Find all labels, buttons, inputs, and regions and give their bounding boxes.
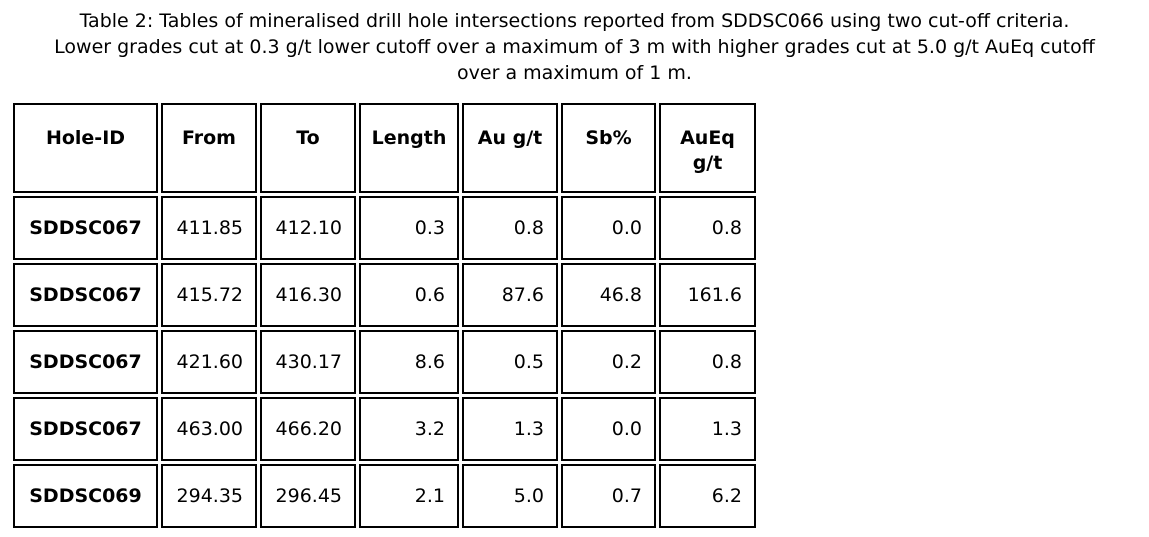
cell-from: 421.60 [161, 330, 257, 394]
caption-line-3: over a maximum of 1 m. [457, 62, 692, 84]
cell-aueq: 0.8 [659, 330, 756, 394]
cell-aueq: 0.8 [659, 196, 756, 260]
cell-to: 412.10 [260, 196, 356, 260]
cell-from: 463.00 [161, 397, 257, 461]
caption-line-1: Table 2: Tables of mineralised drill hol… [79, 10, 1070, 32]
cell-sb: 46.8 [561, 263, 656, 327]
cell-sb: 0.0 [561, 397, 656, 461]
cell-length: 0.6 [359, 263, 459, 327]
cell-to: 466.20 [260, 397, 356, 461]
cell-hole-id: SDDSC067 [13, 196, 158, 260]
cell-sb: 0.2 [561, 330, 656, 394]
col-header-from: From [161, 103, 257, 193]
table-row: SDDSC067 411.85 412.10 0.3 0.8 0.0 0.8 [13, 196, 756, 260]
col-header-hole-id: Hole-ID [13, 103, 158, 193]
table-row: SDDSC067 463.00 466.20 3.2 1.3 0.0 1.3 [13, 397, 756, 461]
cell-to: 296.45 [260, 464, 356, 528]
cell-hole-id: SDDSC067 [13, 330, 158, 394]
cell-aueq: 161.6 [659, 263, 756, 327]
table-row: SDDSC067 421.60 430.17 8.6 0.5 0.2 0.8 [13, 330, 756, 394]
cell-au: 0.5 [462, 330, 558, 394]
cell-to: 430.17 [260, 330, 356, 394]
cell-aueq: 6.2 [659, 464, 756, 528]
cell-sb: 0.7 [561, 464, 656, 528]
table-row: SDDSC067 415.72 416.30 0.6 87.6 46.8 161… [13, 263, 756, 327]
cell-au: 5.0 [462, 464, 558, 528]
cell-to: 416.30 [260, 263, 356, 327]
cell-length: 3.2 [359, 397, 459, 461]
cell-hole-id: SDDSC067 [13, 397, 158, 461]
cell-from: 415.72 [161, 263, 257, 327]
col-header-length: Length [359, 103, 459, 193]
caption-line-2: Lower grades cut at 0.3 g/t lower cutoff… [54, 36, 1095, 58]
header-row: Hole-ID From To Length Au g/t Sb% AuEq g… [13, 103, 756, 193]
col-header-au: Au g/t [462, 103, 558, 193]
cell-from: 411.85 [161, 196, 257, 260]
col-header-sb: Sb% [561, 103, 656, 193]
cell-length: 0.3 [359, 196, 459, 260]
cell-from: 294.35 [161, 464, 257, 528]
cell-hole-id: SDDSC067 [13, 263, 158, 327]
table-caption: Table 2: Tables of mineralised drill hol… [0, 8, 1149, 86]
cell-aueq: 1.3 [659, 397, 756, 461]
col-header-to: To [260, 103, 356, 193]
cell-au: 87.6 [462, 263, 558, 327]
cell-length: 8.6 [359, 330, 459, 394]
cell-au: 0.8 [462, 196, 558, 260]
col-header-aueq: AuEq g/t [659, 103, 756, 193]
cell-hole-id: SDDSC069 [13, 464, 158, 528]
cell-sb: 0.0 [561, 196, 656, 260]
table-row: SDDSC069 294.35 296.45 2.1 5.0 0.7 6.2 [13, 464, 756, 528]
drill-intersections-table: Hole-ID From To Length Au g/t Sb% AuEq g… [10, 100, 759, 531]
cell-au: 1.3 [462, 397, 558, 461]
cell-length: 2.1 [359, 464, 459, 528]
